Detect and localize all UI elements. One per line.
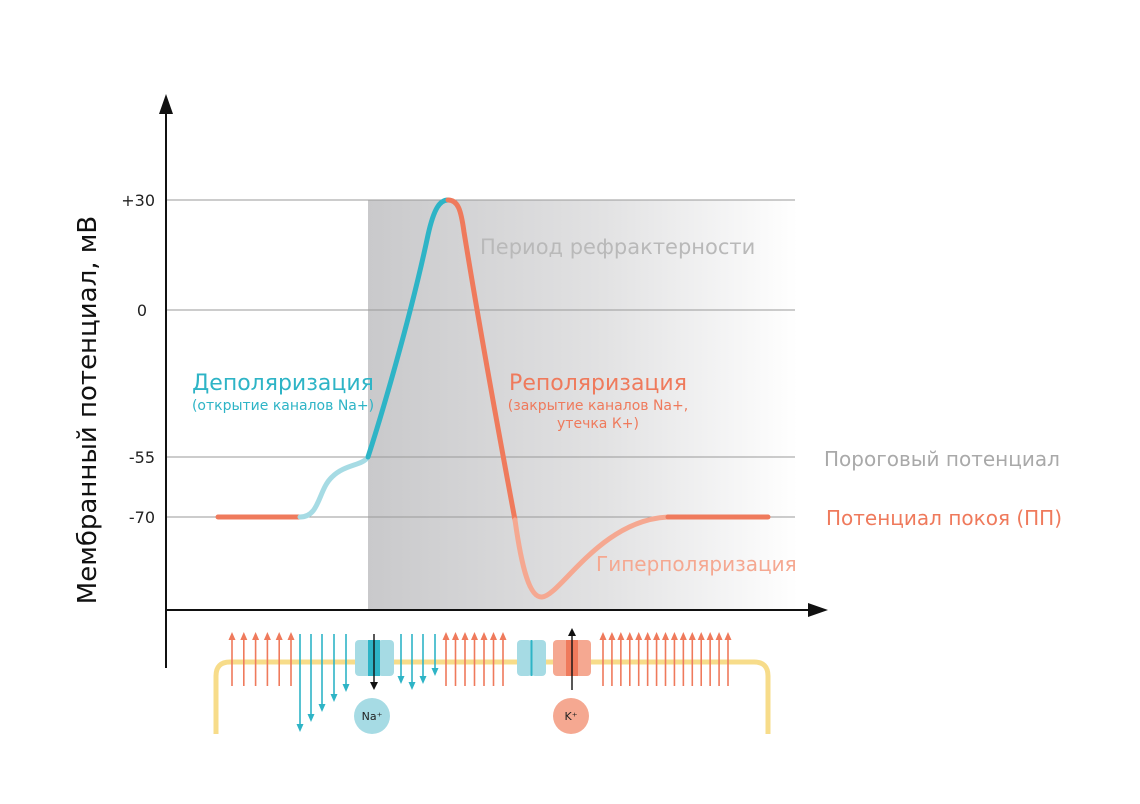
sodium-influx-arrow [342, 634, 350, 692]
potassium-efflux-arrow [452, 632, 459, 686]
x-axis-arrow [808, 603, 828, 617]
hyperpolarization-segment [512, 514, 671, 600]
y-axis-label: Мембранный потенциал, мВ [73, 216, 103, 604]
ion-flow-arrows [228, 632, 732, 732]
sodium-channel [355, 634, 394, 690]
tick-label-minus70: -70 [129, 508, 155, 527]
repolarization-note-line1: (закрытие каналов Na+, [508, 398, 688, 414]
sodium-ion [354, 698, 390, 734]
potassium-efflux-arrow [442, 632, 450, 686]
potassium-efflux-arrow [252, 632, 260, 686]
potassium-efflux-arrow [724, 632, 732, 686]
potassium-ion-label: K⁺ [564, 710, 577, 723]
potassium-efflux-arrow [697, 632, 705, 686]
sodium-influx-arrow [296, 634, 304, 732]
sodium-influx-arrow [318, 634, 326, 712]
potassium-efflux-arrow [706, 632, 714, 686]
tick-label-minus55: -55 [129, 448, 155, 467]
potassium-efflux-arrow [688, 632, 696, 686]
potassium-efflux-arrow [228, 632, 236, 686]
potassium-efflux-arrow [670, 632, 678, 686]
resting-potential-label: Потенциал покоя (ПП) [826, 506, 1062, 530]
potassium-efflux-arrow [471, 632, 478, 686]
potassium-efflux-arrow [275, 632, 283, 686]
potassium-efflux-arrow [287, 632, 295, 686]
sodium-influx-arrow [431, 634, 439, 676]
refractory-period-label: Период рефрактерности [480, 235, 755, 259]
repolarization-segment [445, 197, 518, 523]
potassium-efflux-arrow [461, 632, 469, 686]
potassium-efflux-arrow [263, 632, 271, 686]
depolarization-note: (открытие каналов Na+) [192, 398, 374, 414]
potassium-efflux-arrow [653, 632, 661, 686]
y-axis-arrow [159, 94, 173, 114]
potassium-channel [553, 628, 591, 690]
closed-sodium-channel [517, 640, 546, 676]
potassium-efflux-arrow [240, 632, 248, 686]
potassium-efflux-arrow [490, 632, 497, 686]
potassium-efflux-arrow [599, 632, 607, 686]
potassium-efflux-arrow [626, 632, 634, 686]
sodium-ion-label: Na⁺ [362, 710, 383, 723]
potassium-efflux-arrow [480, 632, 488, 686]
prethreshold-segment [297, 454, 371, 520]
sodium-influx-arrow [307, 634, 315, 722]
repolarization-note-line2: утечка К+) [557, 416, 639, 432]
potassium-efflux-arrow [662, 632, 669, 686]
potassium-efflux-arrow [644, 632, 652, 686]
potassium-efflux-arrow [617, 632, 625, 686]
threshold-potential-label: Пороговый потенциал [824, 447, 1060, 471]
sodium-influx-arrow [419, 634, 427, 684]
potassium-efflux-arrow [679, 632, 687, 686]
sodium-influx-arrow [408, 634, 416, 690]
depolarization-segment [365, 197, 451, 460]
sodium-influx-arrow [330, 634, 338, 702]
sodium-influx-arrow [397, 634, 405, 684]
potassium-efflux-arrow [635, 632, 643, 686]
depolarization-label: Деполяризация [192, 371, 374, 396]
repolarization-label: Реполяризация [509, 371, 687, 396]
potassium-ion [553, 698, 589, 734]
potassium-efflux-arrow [499, 632, 507, 686]
cell-membrane [213, 659, 771, 734]
tick-label-zero: 0 [137, 301, 147, 320]
potassium-efflux-arrow [715, 632, 723, 686]
hyperpolarization-label: Гиперполяризация [596, 552, 797, 576]
tick-label-plus30: +30 [121, 191, 155, 210]
potassium-efflux-arrow [608, 632, 616, 686]
refractory-period-region [368, 200, 798, 610]
